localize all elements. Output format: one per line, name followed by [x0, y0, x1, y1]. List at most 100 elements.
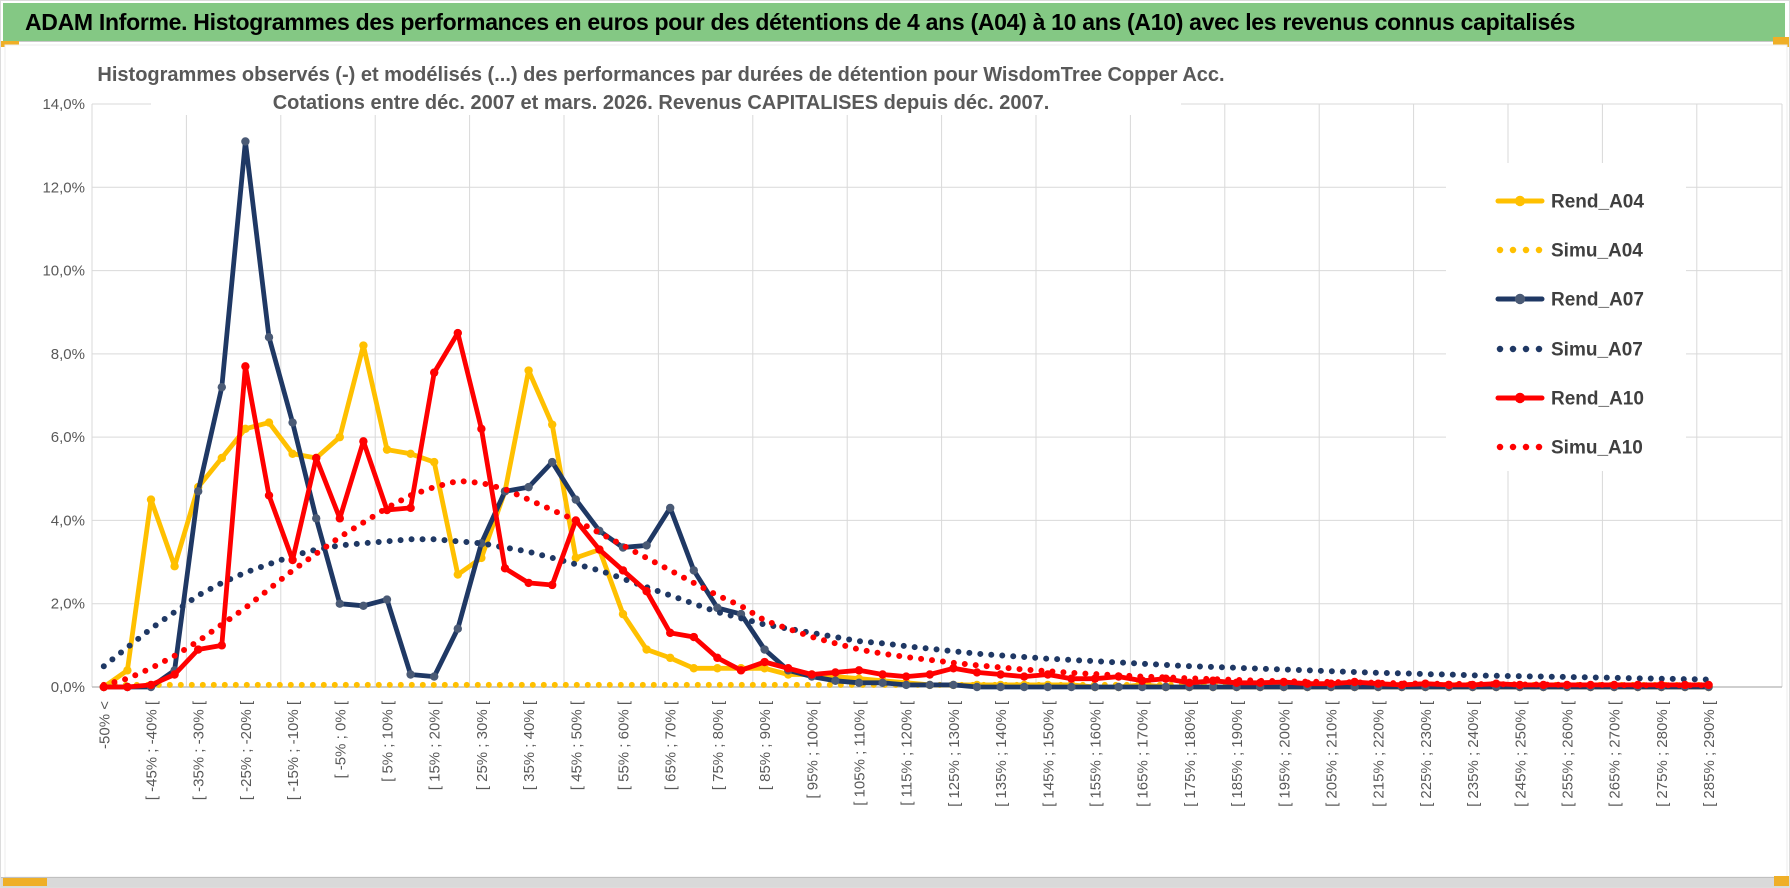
- series-marker-Rend_A04: [430, 457, 439, 467]
- series-marker-Rend_A04: [217, 453, 226, 463]
- series-marker-Rend_A04: [288, 449, 297, 458]
- legend-item-Rend_A10[interactable]: Rend_A10: [1495, 389, 1644, 410]
- series-marker-Rend_A10: [689, 632, 698, 642]
- legend-item-Simu_A04[interactable]: Simu_A04: [1496, 241, 1643, 262]
- legend-item-Simu_A10[interactable]: Simu_A10: [1496, 438, 1643, 459]
- series-marker-Rend_A07: [642, 541, 651, 550]
- x-axis-tick-label: [ 145% ; 150% [: [1040, 700, 1057, 807]
- series-marker-Rend_A04: [689, 664, 698, 673]
- series-marker-Rend_A10: [831, 668, 840, 677]
- x-axis-tick-label: -50% <: [96, 701, 113, 749]
- series-marker-Rend_A10: [713, 653, 722, 663]
- series-marker-Rend_A10: [666, 628, 675, 638]
- series-marker-Rend_A07: [949, 680, 958, 690]
- series-marker-Rend_A07: [524, 482, 533, 492]
- x-axis-tick-label: [ 155% ; 160% [: [1088, 700, 1105, 807]
- y-axis-tick-label: 14,0%: [42, 96, 85, 113]
- x-axis-tick-label: [ 255% ; 260% [: [1560, 700, 1577, 807]
- x-axis-tick-label: [ 205% ; 210% [: [1324, 700, 1341, 807]
- x-axis-tick-label: [ 35% ; 40% [: [521, 700, 538, 790]
- series-marker-Rend_A04: [406, 449, 415, 458]
- series-marker-Rend_A07: [972, 682, 982, 692]
- series-marker-Rend_A07: [194, 487, 203, 496]
- legend-label-Rend_A10: Rend_A10: [1551, 389, 1644, 410]
- x-axis-tick-label: [ 185% ; 190% [: [1229, 700, 1246, 807]
- series-marker-Rend_A10: [1515, 680, 1525, 690]
- legend-label-Simu_A07: Simu_A07: [1551, 340, 1643, 361]
- series-marker-Rend_A10: [902, 672, 911, 681]
- chart-title-backing: [151, 57, 1181, 115]
- series-marker-Rend_A07: [996, 682, 1005, 692]
- series-marker-Rend_A10: [430, 368, 439, 377]
- window-bottom-strip: [1, 876, 1789, 887]
- chart-subtitle: Cotations entre déc. 2007 et mars. 2026.…: [273, 92, 1050, 114]
- series-marker-Rend_A07: [1020, 682, 1029, 692]
- y-axis-tick-label: 4,0%: [51, 512, 85, 529]
- series-marker-Rend_A07: [217, 382, 226, 392]
- series-marker-Rend_A10: [1704, 680, 1713, 690]
- series-marker-Rend_A10: [972, 668, 982, 677]
- series-marker-Rend_A04: [524, 366, 533, 375]
- legend-label-Rend_A04: Rend_A04: [1551, 192, 1644, 213]
- x-axis-tick-label: [ 5% ; 10% [: [380, 700, 397, 782]
- x-axis-tick-label: [ 175% ; 180% [: [1182, 700, 1199, 807]
- series-marker-Rend_A10: [1020, 672, 1029, 681]
- legend-panel: [1446, 163, 1686, 471]
- legend-item-Rend_A04[interactable]: Rend_A04: [1495, 192, 1644, 213]
- series-marker-Rend_A07: [1161, 682, 1171, 692]
- series-marker-Rend_A10: [146, 680, 156, 690]
- x-axis-tick-label: [ 225% ; 230% [: [1418, 700, 1435, 807]
- series-marker-Rend_A10: [949, 664, 958, 673]
- series-marker-Rend_A10: [760, 657, 769, 667]
- series-marker-Rend_A07: [1138, 682, 1147, 692]
- y-axis-tick-label: 8,0%: [51, 346, 85, 363]
- series-marker-Rend_A10: [595, 545, 604, 554]
- series-marker-Rend_A07: [382, 595, 392, 604]
- series-marker-Rend_A04: [760, 664, 769, 673]
- x-axis-tick-label: [ 285% ; 290% [: [1701, 700, 1718, 807]
- y-axis-tick-label: 12,0%: [42, 179, 85, 196]
- gold-corner-accent-bottom-right: [1774, 876, 1789, 886]
- x-axis-tick-label: [ 125% ; 130% [: [946, 700, 963, 807]
- series-marker-Rend_A10: [406, 503, 415, 513]
- series-marker-Rend_A10: [335, 514, 344, 523]
- x-axis-tick-label: [ 95% ; 100% [: [804, 700, 821, 798]
- x-axis-tick-label: [ 45% ; 50% [: [568, 700, 585, 790]
- series-marker-Rend_A07: [1043, 682, 1053, 692]
- x-axis-tick-label: [ 15% ; 20% [: [427, 700, 444, 790]
- series-marker-Rend_A07: [264, 333, 274, 342]
- series-marker-Rend_A04: [713, 664, 722, 673]
- series-marker-Rend_A07: [1067, 682, 1076, 692]
- series-marker-Rend_A10: [194, 645, 203, 654]
- legend-item-Simu_A07[interactable]: Simu_A07: [1496, 340, 1643, 361]
- x-axis-tick-label: [ 65% ; 70% [: [663, 700, 680, 790]
- x-axis-tick-label: [ -5% ; 0% [: [332, 700, 349, 778]
- series-marker-Rend_A10: [382, 505, 392, 515]
- legend-label-Simu_A10: Simu_A10: [1551, 438, 1643, 459]
- y-axis-tick-label: 2,0%: [51, 596, 85, 613]
- series-marker-Rend_A04: [382, 445, 392, 454]
- chart-title: Histogrammes observés (-) et modélisés (…: [97, 64, 1224, 86]
- series-marker-Rend_A10: [878, 670, 887, 679]
- series-marker-Rend_A10: [925, 670, 934, 679]
- x-axis-tick-label: [ 105% ; 110% [: [852, 700, 869, 806]
- series-marker-Rend_A07: [312, 514, 321, 523]
- series-marker-Rend_A04: [335, 432, 344, 442]
- series-line-Simu_A07: [100, 536, 1712, 683]
- series-marker-Rend_A10: [312, 453, 321, 463]
- series-marker-Rend_A07: [288, 418, 297, 427]
- series-marker-Rend_A04: [642, 645, 651, 654]
- legend-marker-Rend_A04: [1514, 195, 1526, 207]
- series-marker-Rend_A07: [1090, 682, 1100, 692]
- series-marker-Rend_A07: [902, 680, 911, 690]
- x-axis-tick-label: [ 135% ; 140% [: [993, 700, 1010, 807]
- x-axis-tick-label: [ 25% ; 30% [: [474, 700, 491, 790]
- series-marker-Rend_A04: [123, 666, 132, 675]
- series-marker-Rend_A07: [335, 599, 344, 608]
- series-marker-Rend_A04: [453, 570, 462, 579]
- series-marker-Rend_A10: [854, 666, 864, 675]
- series-marker-Rend_A10: [1350, 677, 1359, 687]
- legend-item-Rend_A07[interactable]: Rend_A07: [1495, 290, 1644, 311]
- series-marker-Rend_A07: [406, 670, 415, 679]
